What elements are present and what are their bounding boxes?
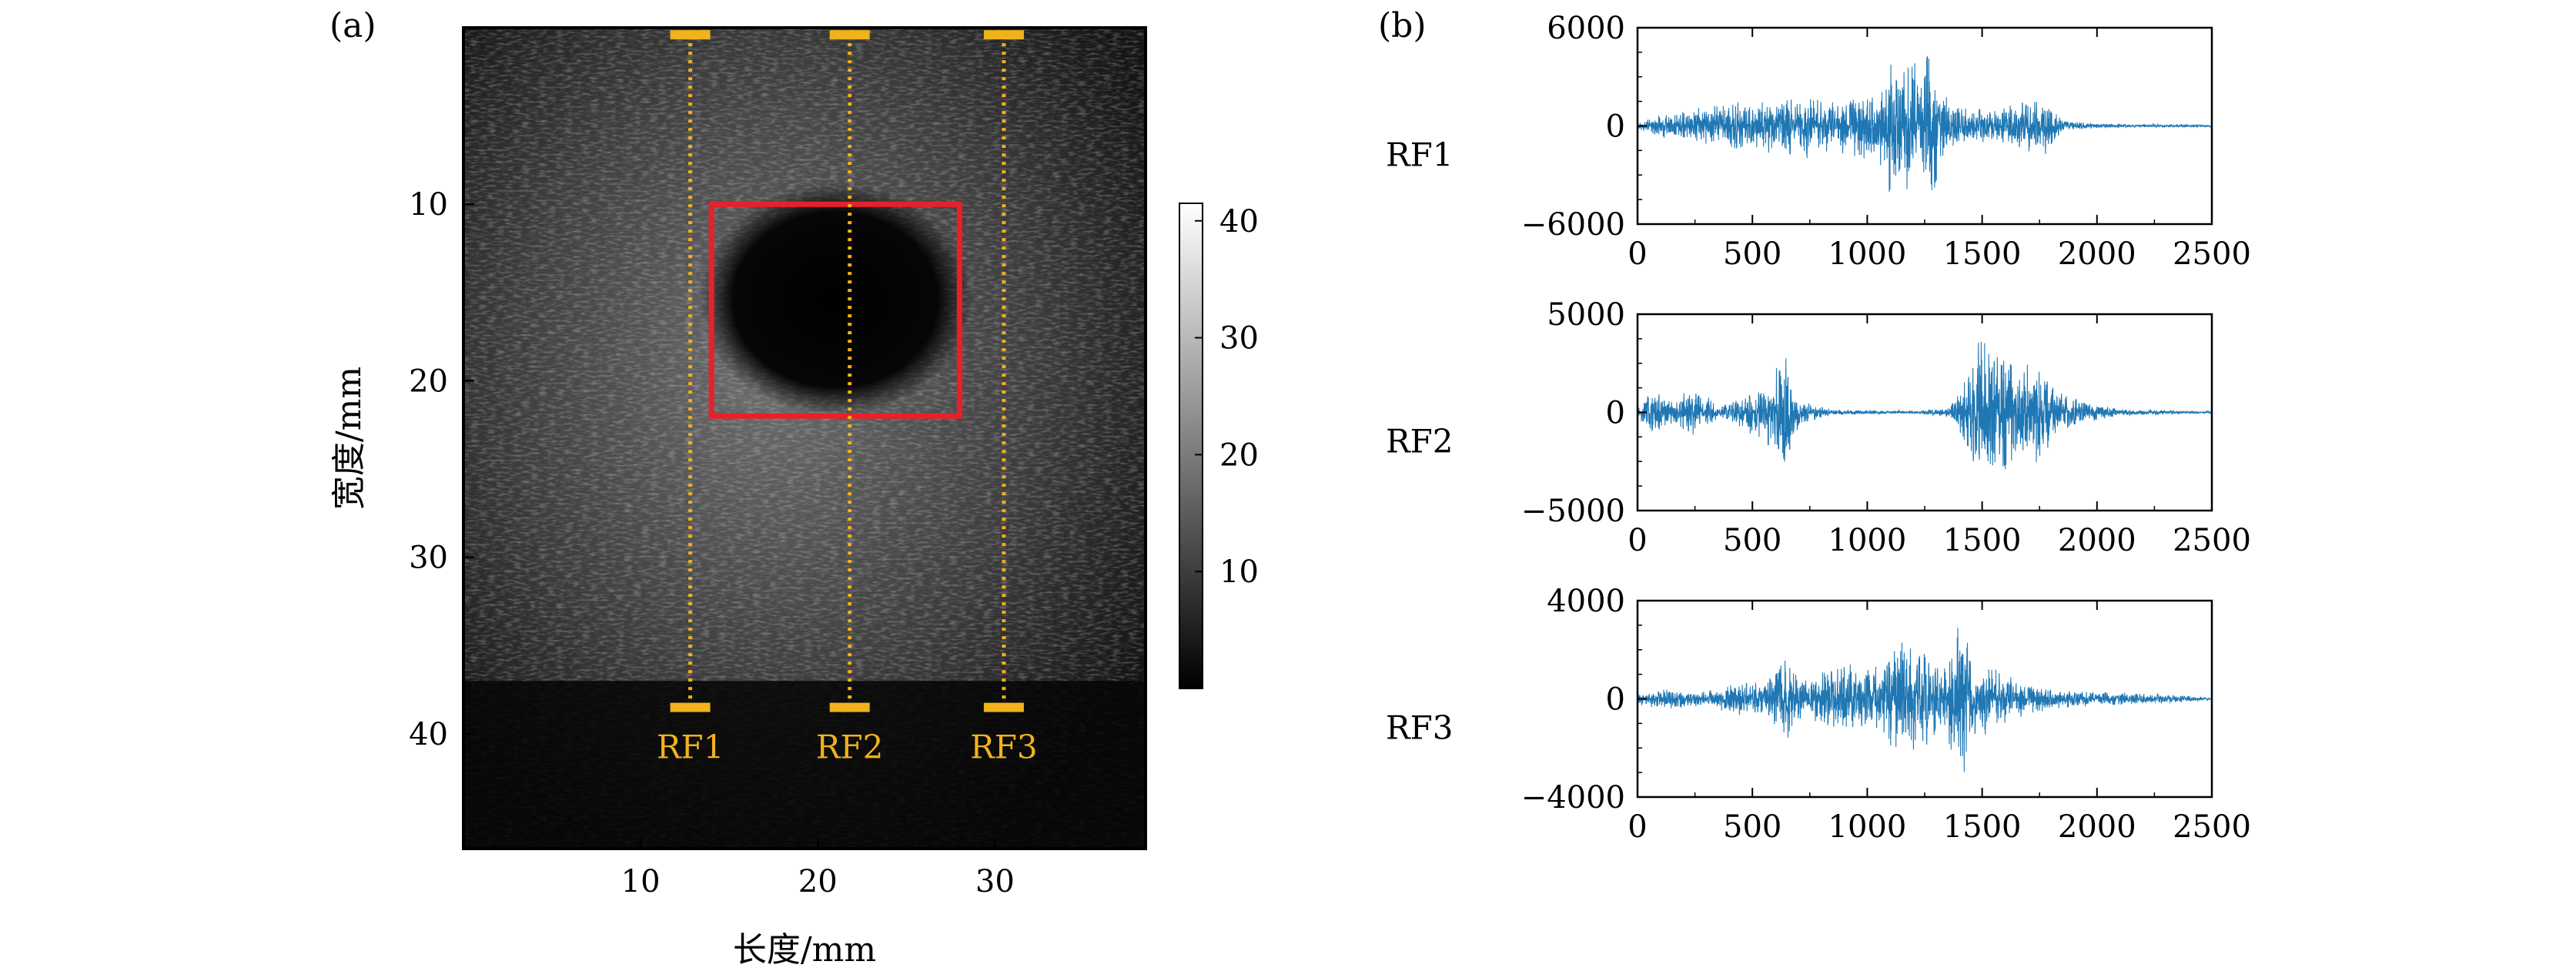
rf-y-tick-label: 0 xyxy=(1606,109,1625,145)
panel-a-axes: 10 20 30 10 20 30 40 xyxy=(409,187,1015,899)
rf-x-tick-label: 2500 xyxy=(2173,809,2251,845)
rf-x-tick-label: 500 xyxy=(1723,523,1781,558)
y-tick-label: 10 xyxy=(409,187,448,223)
rf-x-tick-label: 1000 xyxy=(1828,236,1907,272)
rf-x-tick-label: 0 xyxy=(1628,236,1647,272)
y-tick-label: 40 xyxy=(409,717,448,752)
rf-x-tick-label: 0 xyxy=(1628,523,1647,558)
rf-x-tick-label: 500 xyxy=(1723,809,1781,845)
x-tick-label: 10 xyxy=(621,864,661,899)
rf-x-tick-label: 2500 xyxy=(2173,236,2251,272)
ultrasound-image xyxy=(463,28,1146,849)
rf-plot-name: RF2 xyxy=(1386,423,1454,461)
rf-signal-line xyxy=(1637,628,2213,772)
y-tick-label: 20 xyxy=(409,363,448,399)
x-tick-label: 20 xyxy=(798,864,838,899)
rf-x-tick-label: 2000 xyxy=(2058,236,2136,272)
rf-signal-line xyxy=(1637,55,2213,192)
rf-x-tick-label: 1500 xyxy=(1943,236,2022,272)
rf-plot-name: RF1 xyxy=(1386,136,1454,174)
rf-y-tick-label: 4000 xyxy=(1547,584,1625,619)
scan-line-bottom-cap xyxy=(829,702,870,712)
rf-x-tick-label: 1500 xyxy=(1943,523,2022,558)
rf-x-tick-label: 500 xyxy=(1723,236,1781,272)
lesion-region xyxy=(699,183,972,417)
scan-line-bottom-cap xyxy=(983,702,1024,712)
colorbar xyxy=(1179,203,1203,689)
rf-y-tick-label: −4000 xyxy=(1521,780,1625,816)
rf-y-tick-label: 6000 xyxy=(1547,11,1625,46)
rf-y-tick-label: 0 xyxy=(1606,682,1625,718)
rf-y-tick-label: −6000 xyxy=(1521,207,1625,243)
colorbar-tick-label: 40 xyxy=(1219,204,1259,239)
scan-line-top-cap xyxy=(983,30,1024,40)
rf-x-tick-label: 1000 xyxy=(1828,809,1907,845)
ultrasound-dark-bottom xyxy=(463,681,1146,849)
rf-plot-name: RF3 xyxy=(1386,709,1454,747)
roi-box xyxy=(708,201,962,419)
scan-lines: RF1 RF2 RF3 xyxy=(657,30,1038,766)
rf-x-tick-label: 1500 xyxy=(1943,809,2022,845)
rf-x-tick-label: 0 xyxy=(1628,809,1647,845)
panel-b-label: (b) xyxy=(1378,6,1427,45)
rf-x-tick-label: 2000 xyxy=(2058,809,2136,845)
rf-y-tick-label: 5000 xyxy=(1547,297,1625,333)
x-axis-label: 长度/mm xyxy=(733,930,876,970)
colorbar-tick-label: 10 xyxy=(1219,554,1259,590)
panel-a-label: (a) xyxy=(330,6,376,45)
y-tick-label: 30 xyxy=(409,541,448,576)
y-axis-label: 宽度/mm xyxy=(330,367,369,510)
rf-signal-line xyxy=(1637,341,2213,470)
scan-line-label: RF2 xyxy=(816,728,884,766)
rf-x-tick-label: 2000 xyxy=(2058,523,2136,558)
scan-line-bottom-cap xyxy=(670,702,711,712)
scan-line-top-cap xyxy=(670,30,711,40)
rf-x-tick-label: 1000 xyxy=(1828,523,1907,558)
colorbar-tick-label: 20 xyxy=(1219,437,1259,473)
rf-x-tick-label: 2500 xyxy=(2173,523,2251,558)
rf-y-tick-label: −5000 xyxy=(1521,494,1625,529)
colorbar-tick-label: 30 xyxy=(1219,321,1259,357)
ultrasound-frame xyxy=(462,26,1147,850)
colorbar-ticks: 10 20 30 40 xyxy=(1195,204,1259,590)
scan-line-label: RF3 xyxy=(970,728,1038,766)
x-tick-label: 30 xyxy=(975,864,1015,899)
rf-y-tick-label: 0 xyxy=(1606,396,1625,431)
scan-line-top-cap xyxy=(829,30,870,40)
roi-layer xyxy=(708,201,962,419)
scan-line-label: RF1 xyxy=(657,728,724,766)
